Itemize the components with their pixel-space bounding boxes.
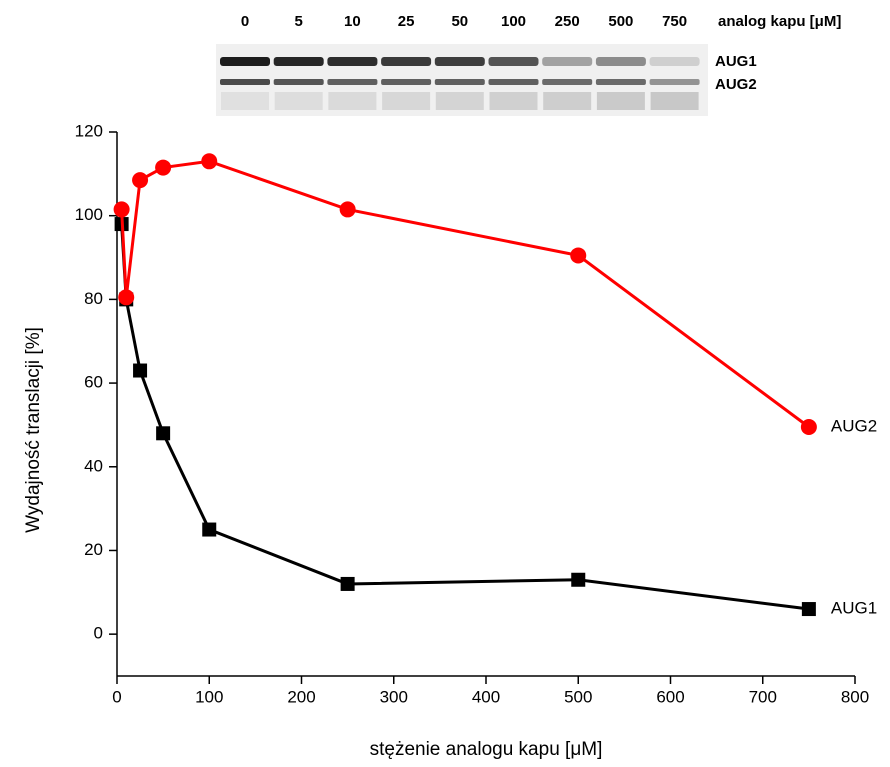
- gel-lane-label: 5: [295, 13, 303, 30]
- data-point: [571, 573, 585, 587]
- chart: analog kapu [μM] AUG1 AUG2 Wydajność tra…: [0, 0, 890, 767]
- x-tick-label: 400: [472, 687, 500, 706]
- series-line: [122, 161, 809, 427]
- gel-band: [596, 79, 646, 85]
- gel-lane-label: 500: [608, 13, 633, 30]
- data-point: [202, 523, 216, 537]
- gel-smear: [651, 92, 699, 110]
- x-tick-label: 300: [380, 687, 408, 706]
- gel-image: [216, 44, 708, 116]
- gel-smear: [543, 92, 591, 110]
- x-tick-label: 0: [112, 687, 121, 706]
- y-tick-label: 80: [84, 289, 103, 308]
- gel-lane-label: 100: [501, 13, 526, 30]
- gel-band: [327, 79, 377, 85]
- gel-smear: [328, 92, 376, 110]
- gel-band: [220, 79, 270, 85]
- gel-band-label: AUG1: [715, 53, 757, 70]
- gel-band: [381, 57, 431, 66]
- data-point: [114, 201, 130, 217]
- data-point: [570, 247, 586, 263]
- series-label: AUG1: [831, 599, 877, 618]
- data-point: [156, 426, 170, 440]
- y-tick-label: 120: [75, 121, 103, 140]
- gel-smear: [275, 92, 323, 110]
- gel-band: [596, 57, 646, 66]
- y-axis-title: Wydajność translacji [%]: [23, 327, 44, 533]
- gel-lane-label: 750: [662, 13, 687, 30]
- gel-lane-label: 250: [555, 13, 580, 30]
- series-label: AUG2: [831, 416, 877, 435]
- data-point: [118, 289, 134, 305]
- gel-band: [327, 57, 377, 66]
- gel-smear: [436, 92, 484, 110]
- data-point: [201, 153, 217, 169]
- y-tick-label: 20: [84, 540, 103, 559]
- data-point: [155, 160, 171, 176]
- gel-smear: [597, 92, 645, 110]
- gel-band: [650, 57, 700, 66]
- gel-lane-label: 25: [398, 13, 415, 30]
- x-tick-label: 100: [195, 687, 223, 706]
- x-tick-label: 800: [841, 687, 869, 706]
- gel-band: [435, 79, 485, 85]
- gel-band: [274, 57, 324, 66]
- data-point: [340, 201, 356, 217]
- gel-title: analog kapu [μM]: [718, 13, 841, 30]
- gel-smear: [490, 92, 538, 110]
- series-line: [122, 224, 809, 609]
- data-point: [341, 577, 355, 591]
- gel-band: [274, 79, 324, 85]
- data-point: [802, 602, 816, 616]
- data-point: [132, 172, 148, 188]
- gel-band: [381, 79, 431, 85]
- gel-band: [220, 57, 270, 66]
- gel-band: [650, 79, 700, 85]
- gel-band: [542, 57, 592, 66]
- data-point: [133, 364, 147, 378]
- x-axis-title: stężenie analogu kapu [μM]: [370, 739, 603, 760]
- x-tick-label: 500: [564, 687, 592, 706]
- gel-smear: [221, 92, 269, 110]
- gel-lane-label: 10: [344, 13, 361, 30]
- data-point: [801, 419, 817, 435]
- y-tick-label: 60: [84, 373, 103, 392]
- gel-band-label: AUG2: [715, 76, 757, 93]
- gel-lane-label: 50: [451, 13, 468, 30]
- gel-band: [435, 57, 485, 66]
- x-tick-label: 700: [749, 687, 777, 706]
- gel-band: [542, 79, 592, 85]
- gel-band: [489, 79, 539, 85]
- x-tick-label: 600: [656, 687, 684, 706]
- gel-lane-label: 0: [241, 13, 249, 30]
- gel-smear: [382, 92, 430, 110]
- y-tick-label: 100: [75, 205, 103, 224]
- gel-band: [489, 57, 539, 66]
- x-tick-label: 200: [287, 687, 315, 706]
- y-tick-label: 40: [84, 456, 103, 475]
- y-tick-label: 0: [94, 624, 103, 643]
